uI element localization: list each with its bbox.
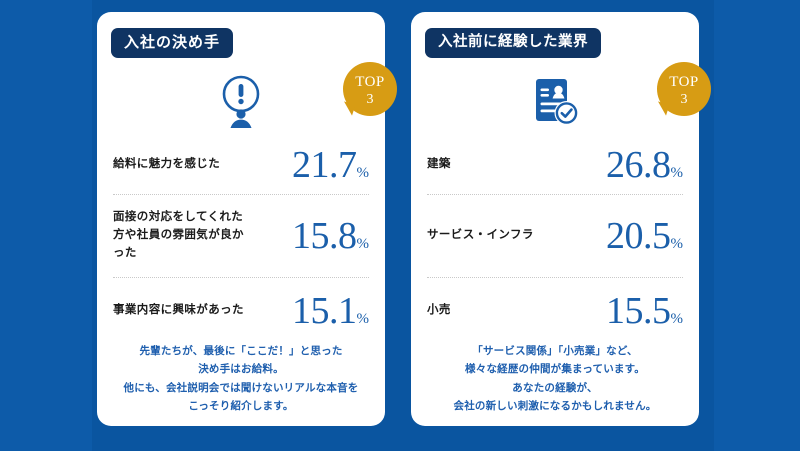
stat-unit: % <box>356 165 370 181</box>
stat-row: 給料に魅力を感じた 21.7% <box>113 136 369 194</box>
person-exclamation-icon <box>97 72 385 130</box>
stat-label: 事業内容に興味があった <box>113 304 244 317</box>
row-divider <box>427 277 683 278</box>
badge-top-label: TOP <box>355 74 385 90</box>
note-line: 様々な経歴の仲間が集まっています。 <box>465 363 645 376</box>
stat-row: 面接の対応をしてくれた方や社員の雰囲気が良かった 15.8% <box>113 195 369 277</box>
card-reason-for-joining: 入社の決め手 TOP 3 給料に魅力を感じた <box>97 12 397 426</box>
stat-value: 20.5% <box>606 217 683 255</box>
stat-row: サービス・インフラ 20.5% <box>427 195 683 277</box>
stat-number: 15.1 <box>292 290 357 332</box>
note-line: あなたの経験が、 <box>512 381 598 394</box>
stat-unit: % <box>356 236 370 252</box>
badge-top-label: TOP <box>669 74 699 90</box>
stat-number: 15.8 <box>292 215 357 257</box>
stat-label: サービス・インフラ <box>427 229 534 242</box>
stat-value: 26.8% <box>606 146 683 184</box>
stat-label: 給料に魅力を感じた <box>113 158 221 171</box>
card-title-left: 入社の決め手 <box>111 28 234 58</box>
stat-row: 小売 15.5% <box>427 278 683 344</box>
row-divider <box>113 194 369 195</box>
stat-unit: % <box>670 311 684 327</box>
stat-rows-left: 給料に魅力を感じた 21.7% 面接の対応をしてくれた方や社員の雰囲気が良かった… <box>113 136 369 344</box>
stat-row: 事業内容に興味があった 15.1% <box>113 278 369 344</box>
note-line: こっそり紹介します。 <box>188 400 294 413</box>
badge-rank: 3 <box>366 92 374 107</box>
stat-value: 15.8% <box>292 217 369 255</box>
stat-rows-right: 建築 26.8% サービス・インフラ 20.5% 小売 15.5% <box>427 136 683 344</box>
note-line: 他にも、会社説明会では聞けないリアルな本音を <box>123 381 359 394</box>
note-line: 「サービス関係」「小売業」など、 <box>472 345 638 357</box>
stat-value: 21.7% <box>292 146 369 184</box>
card-previous-industry: 入社前に経験した業界 TOP 3 <box>411 12 711 426</box>
stat-row: 建築 26.8% <box>427 136 683 194</box>
row-divider <box>113 277 369 278</box>
stat-number: 20.5 <box>606 215 671 257</box>
stat-number: 26.8 <box>606 144 671 186</box>
top3-badge-right: TOP 3 <box>654 62 711 116</box>
stat-value: 15.5% <box>606 292 683 330</box>
card-title-right: 入社前に経験した業界 <box>425 28 601 58</box>
id-document-check-icon <box>411 72 699 130</box>
stat-number: 15.5 <box>606 290 671 332</box>
stat-unit: % <box>670 165 684 181</box>
stat-unit: % <box>670 236 684 252</box>
card-note-left: 先輩たちが、最後に「ここだ！」と思った 決め手はお給料。 他にも、会社説明会では… <box>115 342 367 416</box>
row-divider <box>427 194 683 195</box>
badge-rank: 3 <box>680 92 688 107</box>
note-line: 先輩たちが、最後に「ここだ！」と思った <box>139 345 343 357</box>
stat-label: 小売 <box>427 304 451 317</box>
card-note-right: 「サービス関係」「小売業」など、 様々な経歴の仲間が集まっています。 あなたの経… <box>429 342 681 416</box>
stat-value: 15.1% <box>292 292 369 330</box>
stat-number: 21.7 <box>292 144 357 186</box>
stat-label: 面接の対応をしてくれた方や社員の雰囲気が良かった <box>113 211 244 259</box>
note-line: 会社の新しい刺激になるかもしれません。 <box>453 400 657 413</box>
note-line: 決め手はお給料。 <box>198 363 284 376</box>
stat-unit: % <box>356 311 370 327</box>
stat-label: 建築 <box>427 158 451 171</box>
top3-badge-left: TOP 3 <box>340 62 397 116</box>
